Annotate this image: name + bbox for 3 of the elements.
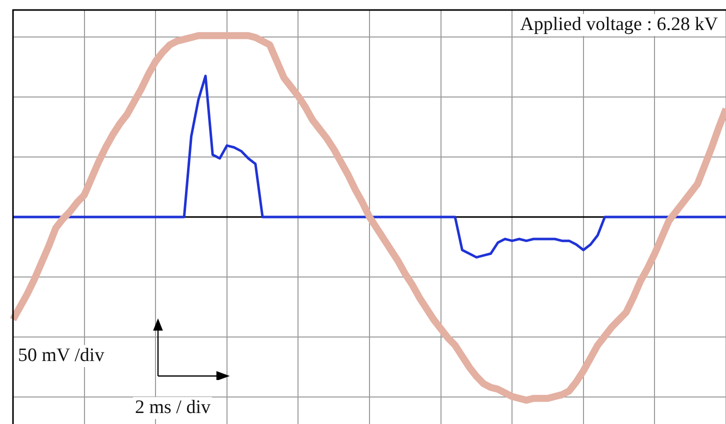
annotation: 2 ms / div: [133, 397, 212, 419]
text: Applied voltage : 6.28 kV: [518, 14, 720, 36]
annotation: 50 mV /div: [16, 345, 106, 367]
